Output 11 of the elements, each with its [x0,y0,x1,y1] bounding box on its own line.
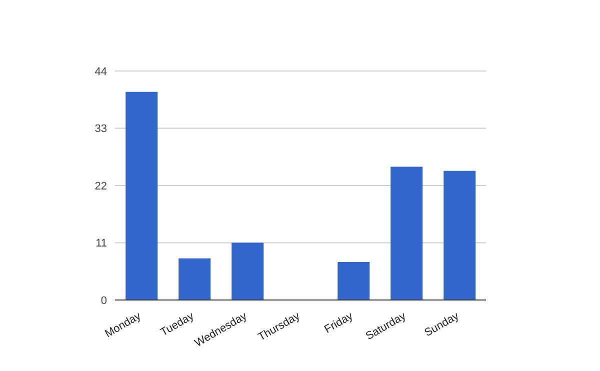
bar [338,262,370,300]
bar [232,242,264,300]
y-tick-label: 44 [94,66,107,78]
y-tick-label: 22 [94,180,107,192]
bar [390,166,423,300]
bar [178,258,211,300]
bar [126,92,158,300]
bar [444,170,476,300]
y-tick-label: 11 [96,238,107,250]
y-tick-label: 0 [100,294,107,307]
y-tick-label: 33 [94,123,107,136]
